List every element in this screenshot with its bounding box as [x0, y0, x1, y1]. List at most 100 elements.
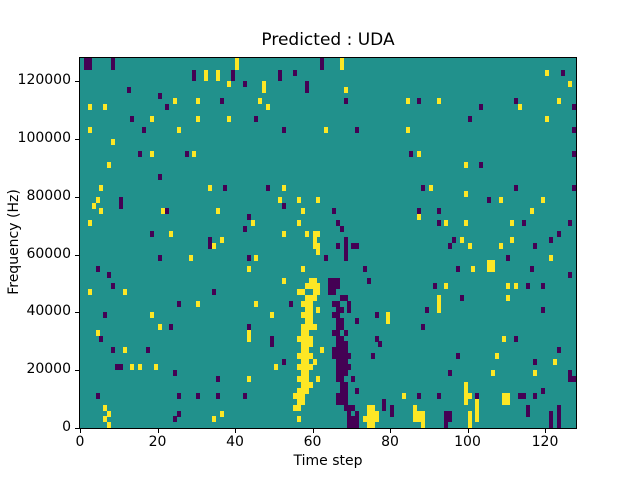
heatmap-cell-low [572, 127, 576, 134]
heatmap-cell-low [335, 306, 340, 313]
heatmap-cell-high [304, 306, 309, 313]
heatmap-cell-high [304, 231, 309, 238]
heatmap-cell-low [343, 387, 348, 394]
heatmap-cell-high [99, 208, 104, 215]
heatmap-cell-low [347, 404, 352, 411]
heatmap-cell-low [556, 404, 561, 411]
heatmap-cell-high [308, 335, 313, 342]
heatmap-cell-high [312, 277, 317, 284]
heatmap-cell-high [506, 399, 511, 406]
heatmap-cell-high [304, 335, 309, 342]
heatmap-cell-low [572, 375, 576, 382]
heatmap-cell-low [355, 318, 360, 325]
heatmap-cell-low [355, 422, 360, 428]
x-axis-label: Time step [293, 453, 363, 469]
heatmap-cell-low [192, 69, 197, 76]
heatmap-cell-high [343, 86, 348, 93]
heatmap-cell-high [417, 214, 422, 221]
y-tick-mark [75, 370, 79, 372]
heatmap-cell-high [320, 347, 325, 354]
y-tick-label: 60000 [26, 245, 71, 262]
heatmap-cell-low [269, 335, 274, 342]
heatmap-cell-low [335, 243, 340, 249]
heatmap-cell-high [304, 381, 309, 388]
heatmap-cell-low [347, 300, 352, 307]
heatmap-cell-low [417, 98, 422, 105]
heatmap-cell-high [149, 312, 154, 319]
heatmap-cell-high [300, 347, 305, 354]
heatmap-cell-high [300, 341, 305, 348]
heatmap-cell-low [331, 208, 336, 215]
heatmap-cell-high [421, 416, 425, 423]
heatmap-cell-low [560, 69, 565, 76]
heatmap-cell-low [335, 323, 340, 330]
heatmap-cell-high [339, 63, 344, 70]
heatmap-cell-low [343, 329, 348, 336]
heatmap-cell-low [339, 375, 344, 382]
heatmap-cell-low [130, 115, 135, 122]
heatmap-cell-low [366, 277, 371, 284]
heatmap-cell-high [297, 387, 301, 394]
heatmap-cell-high [475, 404, 480, 411]
heatmap-cell-low [347, 416, 352, 423]
heatmap-cell-low [254, 115, 259, 122]
heatmap-cell-low [320, 63, 325, 70]
heatmap-cell-low [277, 75, 282, 82]
y-tick-label: 100000 [17, 129, 71, 146]
x-tick-label: 120 [531, 434, 559, 450]
heatmap-cell-low [304, 81, 309, 88]
heatmap-cell-low [351, 375, 356, 382]
y-tick-mark [75, 428, 79, 429]
heatmap-cell-low [355, 416, 360, 423]
heatmap-cell-high [204, 69, 208, 76]
heatmap-cell-low [343, 254, 348, 261]
heatmap-cell-low [192, 75, 197, 82]
heatmap-cell-high [262, 86, 267, 93]
heatmap-cell-high [304, 358, 309, 365]
x-tick-mark [467, 429, 469, 433]
heatmap-cell-low [324, 254, 329, 261]
heatmap-cell-high [308, 318, 313, 325]
x-tick-label: 40 [226, 434, 244, 450]
heatmap-cell-low [207, 237, 212, 244]
heatmap-cell-high [138, 364, 143, 371]
heatmap-cell-high [304, 283, 309, 290]
heatmap-cell-high [405, 98, 410, 105]
heatmap-cell-high [196, 98, 201, 105]
heatmap-cell-low [176, 393, 181, 400]
y-tick-label: 40000 [26, 303, 71, 320]
heatmap-cell-low [339, 387, 344, 394]
heatmap-cell-high [300, 300, 305, 307]
heatmap-cell-low [335, 277, 340, 284]
heatmap-cell-low [436, 219, 441, 226]
heatmap-cell-low [343, 358, 348, 365]
heatmap-cell-low [242, 225, 247, 232]
heatmap-cell-high [312, 243, 317, 249]
heatmap-cell-low [339, 381, 344, 388]
heatmap-cell-low [335, 335, 340, 342]
heatmap-cell-high [169, 231, 174, 238]
heatmap-cell-low [339, 306, 344, 313]
heatmap-cell-low [87, 58, 92, 64]
heatmap-cell-low [335, 399, 340, 406]
heatmap-cell-low [421, 323, 425, 330]
heatmap-cell-high [486, 266, 491, 273]
heatmap-cell-high [467, 410, 472, 417]
heatmap-cell-high [281, 277, 286, 284]
heatmap-cell-high [463, 162, 468, 169]
heatmap-cell-low [173, 416, 177, 423]
heatmap-cell-low [277, 69, 282, 76]
heatmap-cell-low [331, 283, 336, 290]
heatmap-cell-low [452, 237, 456, 244]
heatmap-cell-low [343, 352, 348, 359]
heatmap-cell-high [339, 58, 344, 64]
heatmap-cell-high [293, 393, 298, 400]
y-tick-mark [75, 196, 79, 198]
heatmap-cell-low [331, 277, 336, 284]
heatmap-cell-high [304, 387, 309, 394]
heatmap-cell-high [153, 364, 158, 371]
heatmap-cell-high [514, 283, 518, 290]
heatmap-cell-high [122, 289, 127, 296]
heatmap-cell-low [339, 225, 344, 232]
heatmap-cell-high [312, 283, 317, 290]
